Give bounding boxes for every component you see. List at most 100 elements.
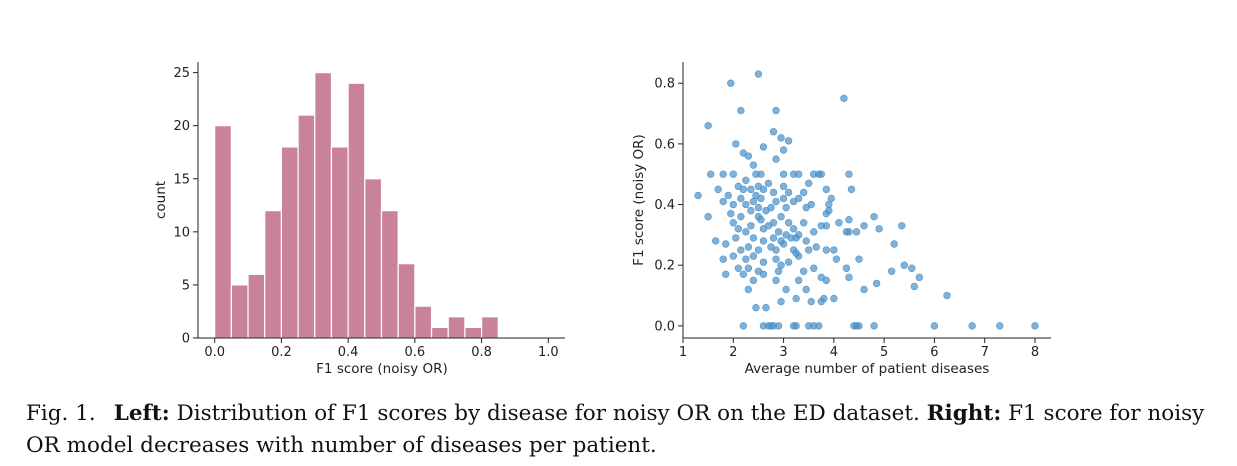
scatter-point	[744, 243, 753, 251]
histogram-bar	[230, 284, 249, 339]
histogram-y-ticks: 0 5 10 15 20 25	[173, 66, 198, 347]
scatter-point	[777, 134, 785, 142]
scatter-point	[754, 246, 763, 254]
histogram-bar	[364, 178, 383, 339]
scatter-point	[724, 191, 732, 200]
histogram-bar	[447, 316, 466, 339]
scatter-point	[943, 291, 951, 300]
scatter-point	[742, 228, 750, 236]
scatter-point	[855, 255, 863, 263]
scatter-y-tick-label: 0.0	[654, 319, 675, 334]
scatter-point	[772, 246, 780, 254]
scatter-point	[830, 246, 838, 254]
caption-left-text: Distribution of F1 scores by disease for…	[169, 401, 927, 426]
scatter-point	[774, 228, 783, 236]
scatter-point	[737, 246, 745, 254]
scatter-point	[779, 146, 788, 154]
scatter-point	[729, 252, 737, 260]
scatter-point	[734, 225, 743, 233]
scatter-point	[762, 303, 770, 312]
scatter-point	[875, 225, 883, 233]
scatter-point	[898, 222, 906, 230]
scatter-point	[805, 246, 813, 254]
scatter-point	[742, 200, 750, 209]
scatter-point	[749, 234, 758, 242]
histogram-x-tick-label: 0.2	[271, 345, 292, 360]
scatter-point	[996, 322, 1004, 330]
scatter-point	[822, 276, 831, 285]
scatter-point	[810, 228, 818, 236]
scatter-point	[744, 152, 753, 160]
scatter-point	[832, 255, 841, 263]
scatter-point	[769, 128, 778, 136]
scatter-point	[835, 219, 843, 227]
histogram-bar	[430, 326, 449, 339]
scatter-point	[742, 255, 750, 263]
scatter-point	[900, 261, 908, 269]
scatter-point	[764, 179, 773, 188]
histogram-bar	[464, 326, 483, 339]
scatter-point	[749, 161, 758, 169]
scatter-point	[722, 270, 730, 279]
histogram-x-tick-label: 0.8	[471, 345, 492, 360]
scatter-point	[704, 121, 712, 130]
histogram-x-label: F1 score (noisy OR)	[316, 361, 448, 377]
scatter-point	[714, 185, 722, 194]
scatter-point	[890, 240, 898, 248]
scatter-point	[840, 94, 848, 103]
scatter-point	[779, 240, 788, 248]
scatter-point	[774, 267, 783, 275]
scatter-point	[845, 273, 853, 282]
scatter-y-tick-label: 0.2	[654, 259, 675, 274]
histogram-bar	[330, 146, 349, 339]
scatter-point	[769, 188, 778, 197]
histogram-x-tick-label: 0.6	[405, 345, 426, 360]
scatter-point	[784, 219, 793, 227]
scatter-point	[704, 212, 712, 221]
scatter-point	[711, 237, 720, 245]
scatter-point	[759, 185, 768, 194]
scatter-point	[734, 264, 743, 272]
scatter-point	[830, 294, 838, 303]
scatter-y-label: F1 score (noisy OR)	[631, 134, 647, 266]
scatter-point	[757, 170, 765, 178]
figure-caption: Fig. 1. Left: Distribution of F1 scores b…	[26, 398, 1221, 462]
histogram-bar	[347, 82, 366, 339]
scatter-point	[759, 237, 768, 245]
scatter-point	[759, 225, 768, 233]
scatter-point	[807, 297, 815, 306]
scatter-point	[762, 206, 770, 215]
scatter-point	[777, 212, 785, 221]
scatter-x-tick-label: 4	[830, 345, 838, 360]
scatter-point	[759, 258, 768, 266]
scatter-point	[822, 246, 831, 254]
scatter-point	[749, 252, 758, 260]
scatter-point	[772, 155, 780, 163]
scatter-point	[749, 276, 758, 285]
scatter-point	[744, 264, 753, 272]
scatter-point	[747, 185, 755, 194]
scatter-x-label: Average number of patient diseases	[745, 361, 990, 377]
scatter-x-tick-label: 8	[1031, 345, 1039, 360]
scatter-point	[719, 197, 727, 206]
scatter-point	[782, 203, 790, 212]
caption-left-heading: Left:	[113, 401, 170, 426]
scatter-point	[739, 322, 748, 330]
scatter-point	[822, 209, 831, 218]
scatter-y-ticks: 0.0 0.2 0.4 0.6 0.8	[654, 77, 683, 334]
scatter-point	[817, 297, 825, 306]
scatter-point	[794, 170, 803, 178]
scatter-point	[845, 216, 853, 224]
scatter-point	[727, 209, 735, 218]
scatter-point	[772, 106, 780, 115]
histogram-bar	[264, 210, 283, 339]
scatter-point	[815, 322, 823, 330]
scatter-point	[782, 285, 790, 294]
scatter-point	[737, 106, 745, 115]
scatter-x-tick-label: 3	[779, 345, 787, 360]
scatter-x-tick-label: 7	[981, 345, 989, 360]
scatter-point	[774, 322, 783, 330]
scatter-point	[722, 240, 730, 248]
scatter-point	[805, 179, 813, 188]
